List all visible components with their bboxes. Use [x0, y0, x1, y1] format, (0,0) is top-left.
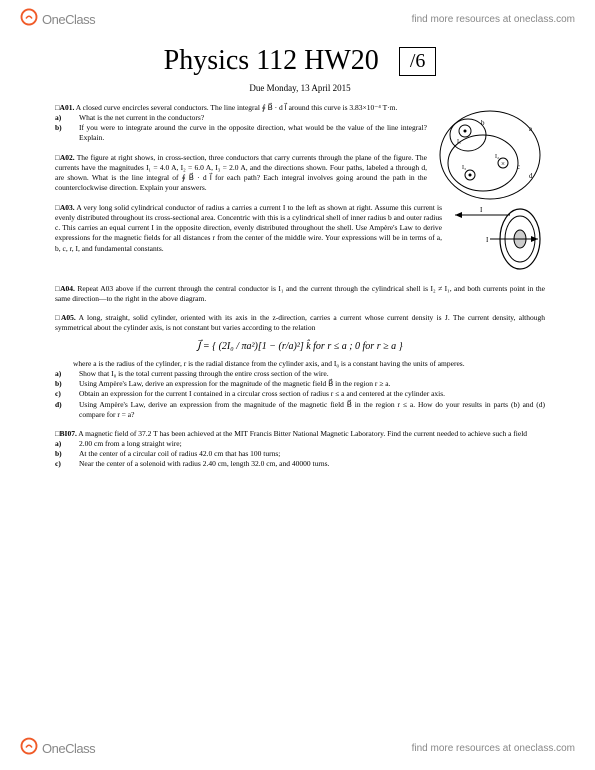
sub-label: b) [67, 449, 79, 459]
sub-text: Near the center of a solenoid with radiu… [79, 459, 329, 468]
svg-text:d: d [529, 172, 533, 180]
svg-text:I₂: I₂ [495, 154, 499, 160]
brand-logo: OneClass [20, 8, 95, 31]
problem-text: Repeat A03 above if the current through … [55, 284, 545, 303]
svg-text:I: I [486, 236, 489, 244]
figure-paths: × a b c d I₁ I₂ I₃ [435, 103, 545, 203]
sub-label: a) [67, 369, 79, 379]
svg-text:c: c [517, 163, 520, 171]
sub-label: c) [67, 389, 79, 399]
sub-label: a) [67, 439, 79, 449]
svg-text:I: I [480, 206, 483, 214]
footer-bar: OneClass find more resources at oneclass… [0, 733, 595, 764]
sub-text: Using Ampère's Law, derive an expression… [79, 400, 545, 419]
problem-label: A01. [60, 103, 75, 112]
formula: J⃗ = { (2I₀ / πa²)[1 − (r/a)²] k̂ for r … [55, 340, 545, 354]
problem-label: A05. [61, 313, 76, 322]
problem-a02: □A02. The figure at right shows, in cros… [55, 153, 427, 194]
page-content: Physics 112 HW20 /6 Due Monday, 13 April… [0, 35, 595, 469]
problem-label: A02. [60, 153, 75, 162]
problem-label: BI07. [60, 429, 77, 438]
problem-text: A long, straight, solid cylinder, orient… [55, 313, 545, 332]
brand-logo-footer: OneClass [20, 737, 95, 760]
sub-text: If you were to integrate around the curv… [79, 123, 427, 142]
sub-label: a) [67, 113, 79, 123]
sub-text: At the center of a circular coil of radi… [79, 449, 280, 458]
problem-label: A03. [60, 203, 75, 212]
problems-1-2-row: □A01. A closed curve encircles several c… [55, 103, 545, 203]
problem-a05: □A05. A long, straight, solid cylinder, … [55, 313, 545, 420]
problem-a04: □A04. Repeat A03 above if the current th… [55, 284, 545, 304]
header-link[interactable]: find more resources at oneclass.com [412, 14, 575, 25]
problem-label: A04. [60, 284, 75, 293]
due-date: Due Monday, 13 April 2015 [55, 83, 545, 93]
sub-text: Using Ampère's Law, derive an expression… [79, 379, 391, 388]
svg-text:I₃: I₃ [462, 165, 466, 171]
score-box: /6 [399, 47, 437, 76]
sub-text: Show that I₀ is the total current passin… [79, 369, 329, 378]
title-row: Physics 112 HW20 /6 [55, 45, 545, 77]
problem-text: The figure at right shows, in cross-sect… [55, 153, 427, 192]
svg-text:×: × [501, 160, 505, 168]
figure-coaxial: I I [450, 203, 545, 275]
problem-a01: □A01. A closed curve encircles several c… [55, 103, 427, 144]
sub-label: d) [67, 400, 79, 410]
header-bar: OneClass find more resources at oneclass… [0, 0, 595, 35]
problem-bi07: □BI07. A magnetic field of 37.2 T has be… [55, 429, 545, 470]
logo-icon [20, 737, 38, 760]
logo-icon [20, 8, 38, 31]
sub-text: Obtain an expression for the current I c… [79, 389, 445, 398]
footer-link[interactable]: find more resources at oneclass.com [412, 743, 575, 754]
problem-text: A magnetic field of 37.2 T has been achi… [78, 429, 527, 438]
sub-label: b) [67, 379, 79, 389]
sub-label: b) [67, 123, 79, 133]
brand-name: OneClass [42, 12, 95, 27]
problem-a03: □A03. A very long solid cylindrical cond… [55, 203, 545, 275]
problem-text: A closed curve encircles several conduct… [76, 103, 398, 112]
sub-text: 2.00 cm from a long straight wire; [79, 439, 182, 448]
page-title: Physics 112 HW20 [164, 45, 379, 77]
svg-text:b: b [481, 119, 485, 127]
brand-name: OneClass [42, 741, 95, 756]
problem-text: A very long solid cylindrical conductor … [55, 203, 442, 253]
svg-text:I₁: I₁ [457, 139, 461, 145]
sub-label: c) [67, 459, 79, 469]
sub-text: What is the net current in the conductor… [79, 113, 204, 122]
post-text: where a is the radius of the cylinder, r… [55, 359, 545, 369]
